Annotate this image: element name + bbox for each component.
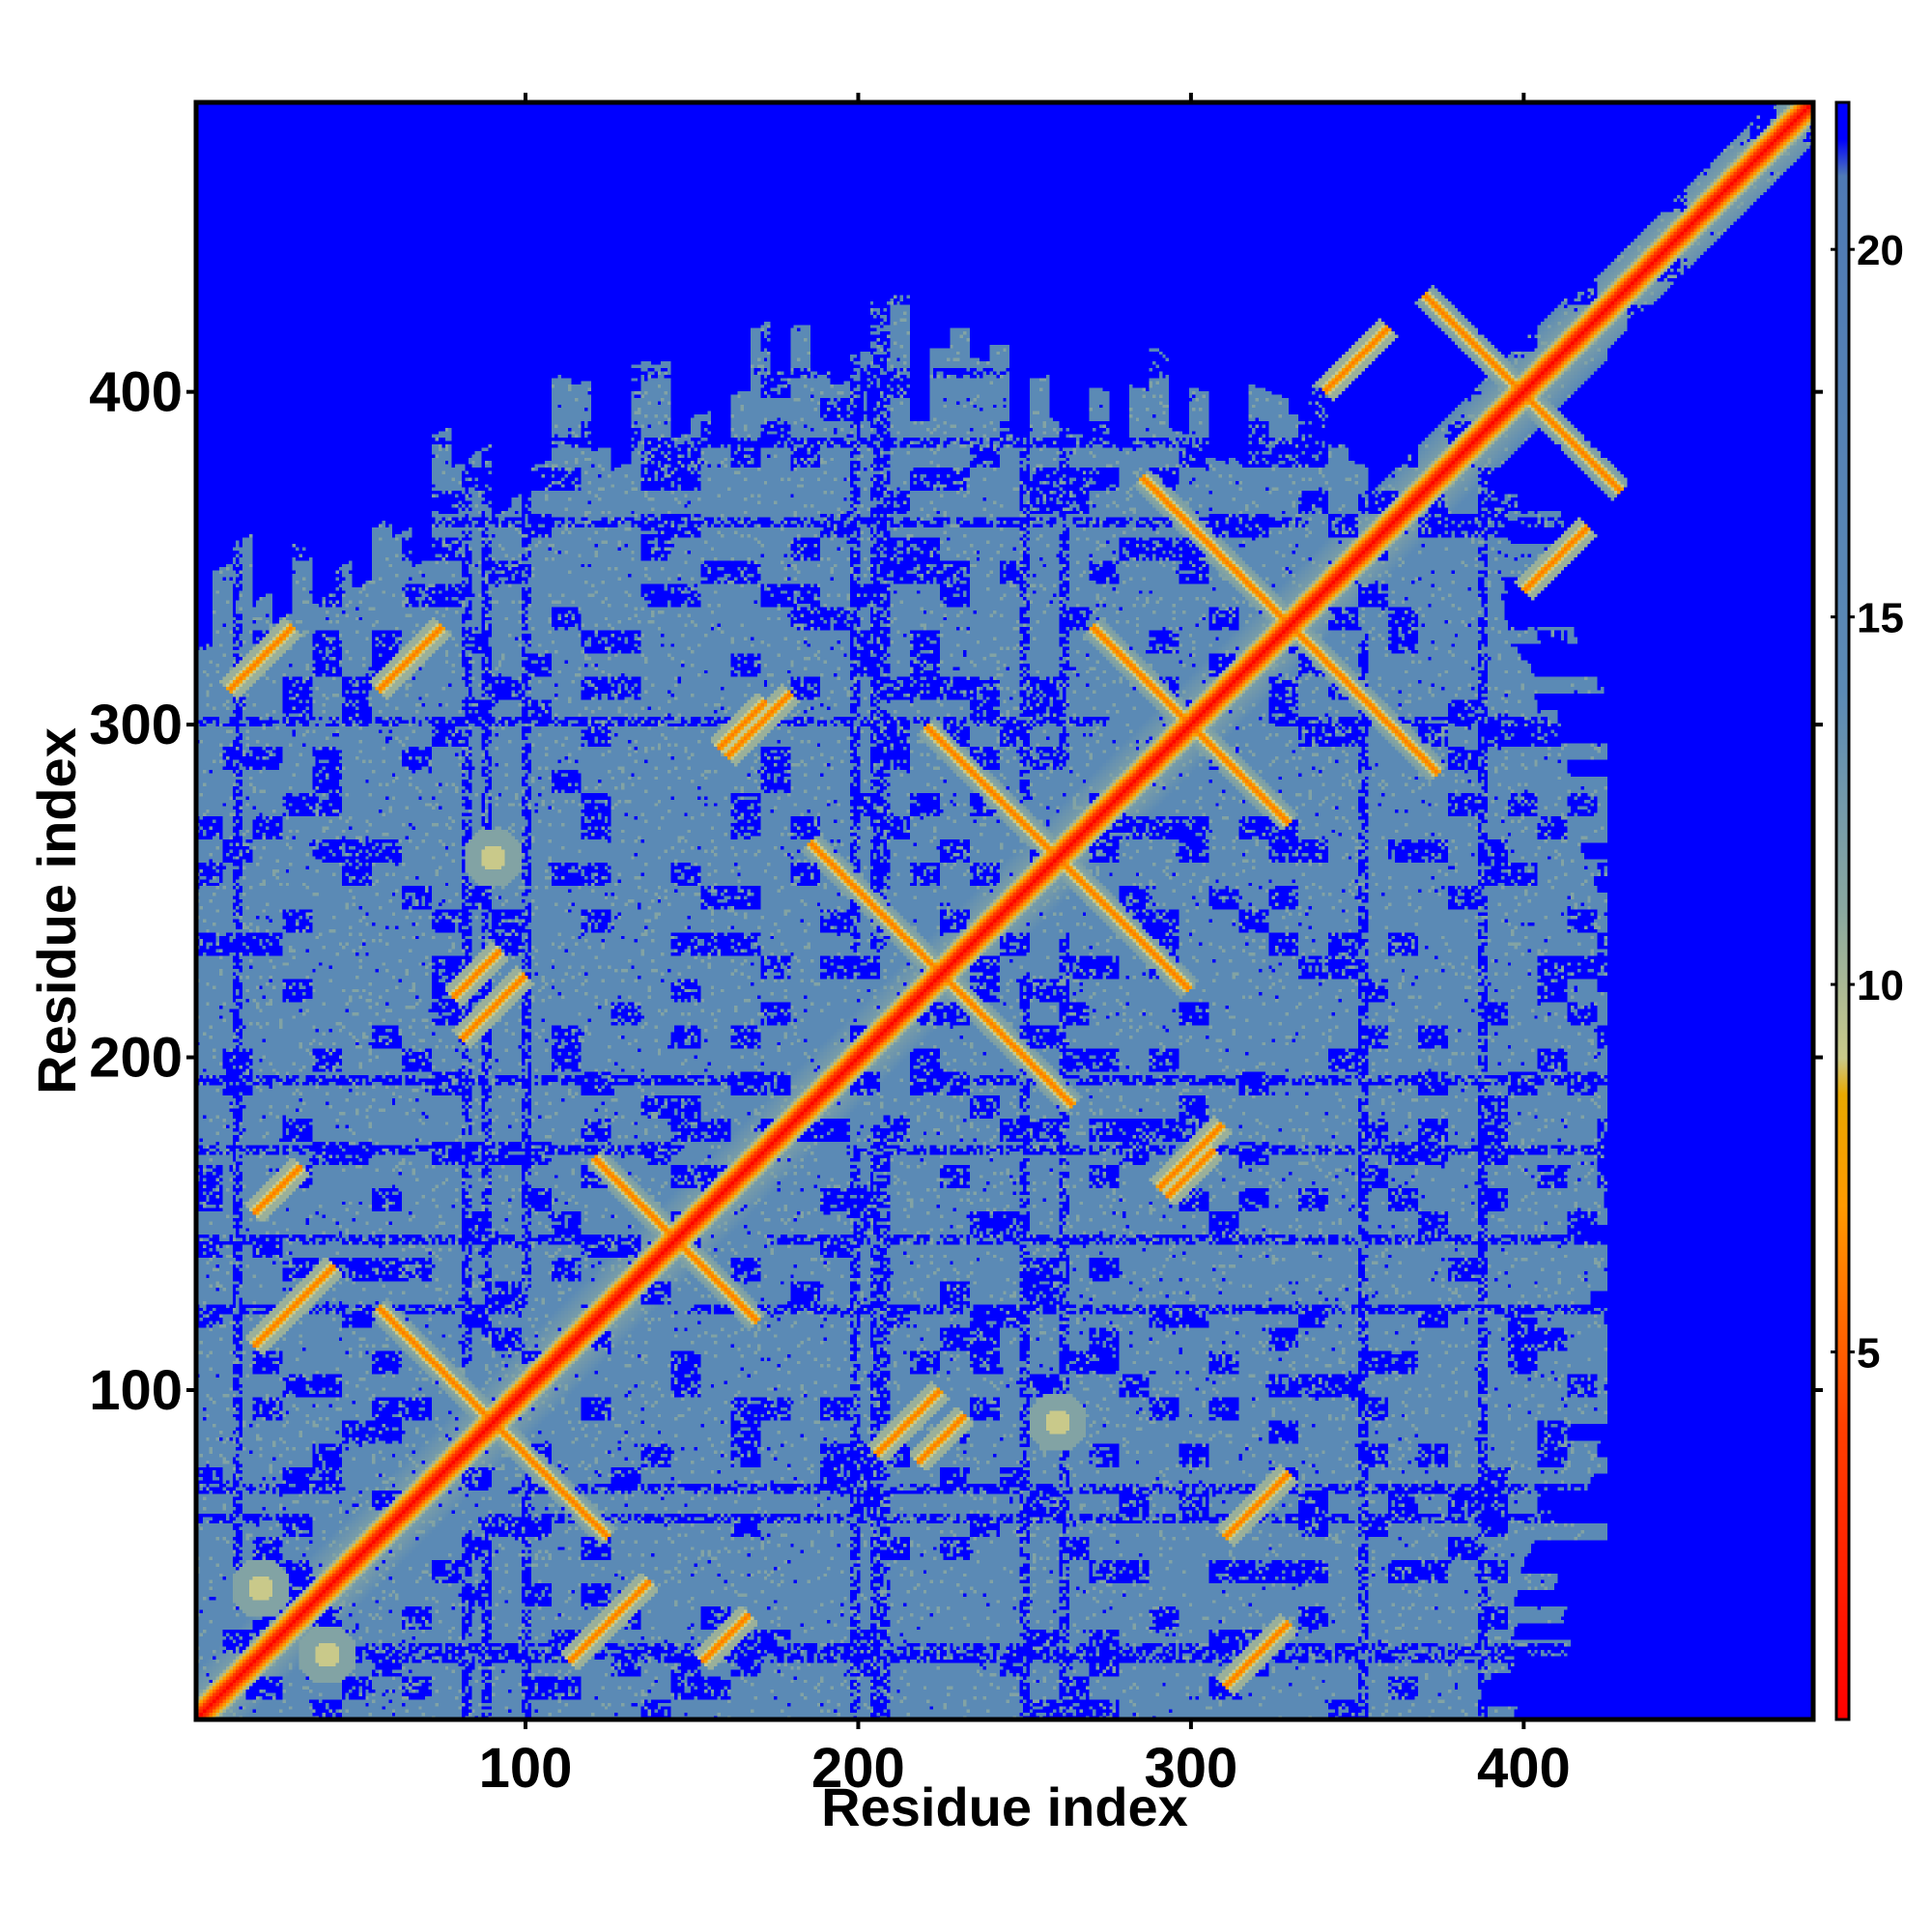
y-axis: 100 200 300 400 — [89, 361, 196, 1422]
colorbar-tick-label: 10 — [1857, 962, 1904, 1009]
y-tick-label: 400 — [89, 361, 183, 424]
y-tick-label: 100 — [89, 1359, 183, 1422]
colorbar-frame — [1834, 100, 1851, 1721]
x-axis-title: Residue index — [821, 1776, 1188, 1837]
x-axis-top-ticks — [524, 93, 1526, 102]
x-axis: 100 200 300 400 — [479, 1719, 1571, 1800]
y-tick-label: 200 — [89, 1027, 183, 1090]
colorbar-tick-label: 5 — [1857, 1330, 1880, 1378]
y-axis-right-ticks — [1813, 389, 1823, 1392]
x-tick-label: 100 — [479, 1737, 573, 1800]
x-tick-label: 300 — [1144, 1737, 1237, 1800]
heatmap-area — [193, 99, 1816, 1722]
heatmap-raster-container — [196, 102, 1813, 1719]
colorbar-tick-label: 15 — [1857, 595, 1904, 642]
colorbar: 5 10 15 20 — [1831, 100, 1904, 1721]
colorbar-ticks: 5 10 15 20 — [1831, 227, 1904, 1378]
y-axis-title: Residue index — [26, 727, 87, 1094]
colorbar-tick-label: 20 — [1857, 227, 1904, 274]
colorbar-fill — [1836, 102, 1849, 1719]
plot-frame — [193, 99, 1816, 1722]
x-tick-label: 200 — [811, 1737, 905, 1800]
y-tick-label: 300 — [89, 694, 183, 756]
x-tick-label: 400 — [1477, 1737, 1571, 1800]
heatmap-raster — [196, 102, 1813, 1719]
